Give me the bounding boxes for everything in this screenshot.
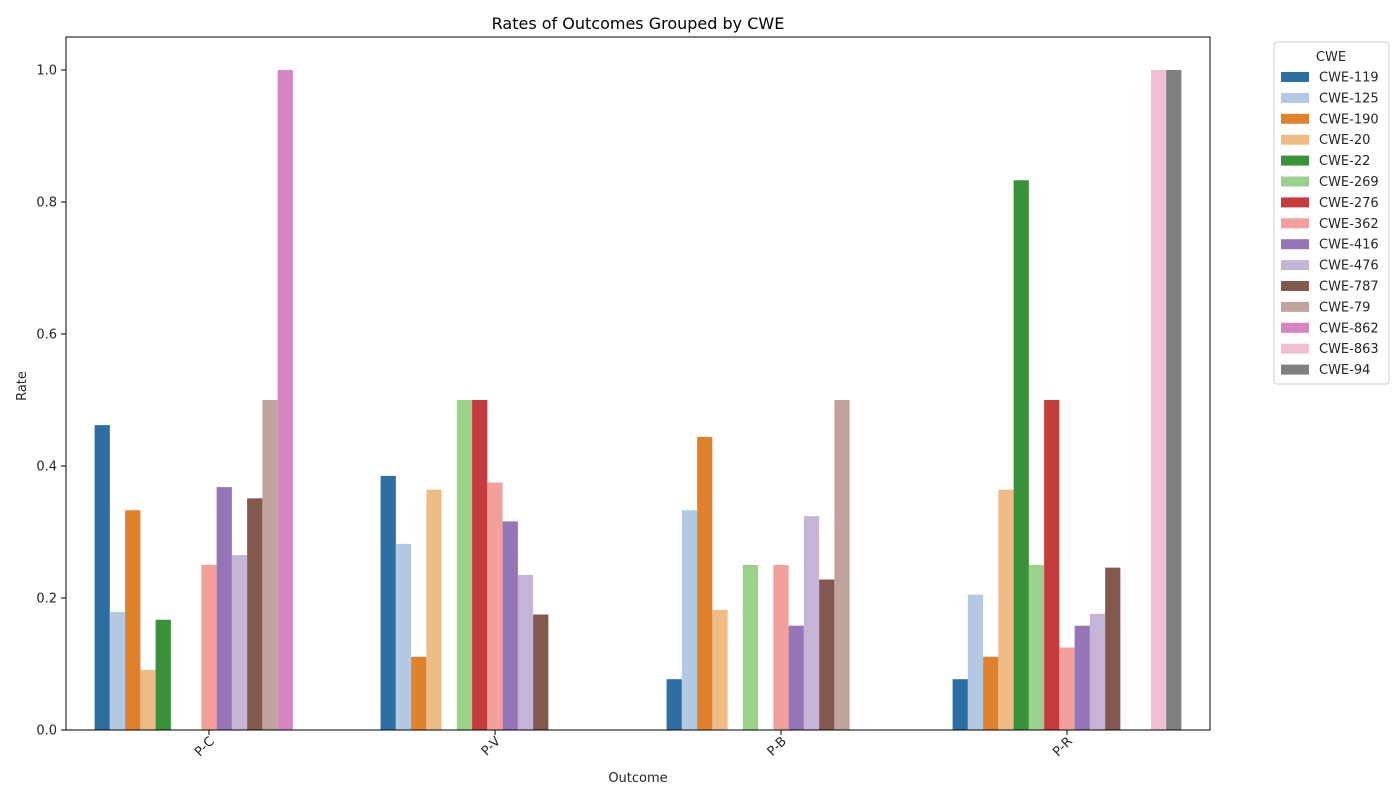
bar-cwe-476-p-v — [517, 574, 534, 730]
legend-frame — [1273, 41, 1390, 385]
y-tick-label: 0.4 — [36, 460, 57, 475]
bar-cwe-125-p-r — [967, 594, 984, 730]
legend-label: CWE-20 — [1319, 133, 1370, 148]
bar-cwe-476-p-r — [1089, 613, 1106, 730]
y-axis: 0.0 0.2 0.4 0.6 0.8 1.0 — [36, 64, 66, 739]
bar-cwe-362-p-r — [1059, 647, 1075, 730]
bar-cwe-20-p-c — [140, 669, 156, 730]
bar-cwe-362-p-v — [487, 482, 503, 730]
bar-cwe-863-p-r — [1150, 70, 1167, 730]
bar-cwe-276-p-v — [472, 400, 488, 730]
bar-cwe-476-p-b — [803, 516, 820, 730]
chart-title: Rates of Outcomes Grouped by CWE — [492, 14, 785, 33]
bar-cwe-276-p-r — [1044, 400, 1060, 730]
bar-cwe-269-p-r — [1028, 565, 1045, 730]
bar-cwe-787-p-b — [819, 579, 835, 730]
y-tick-label: 1.0 — [36, 64, 57, 79]
legend-swatch — [1281, 239, 1309, 250]
bar-cwe-119-p-b — [666, 679, 682, 730]
legend-swatch — [1281, 155, 1309, 166]
bar-cwe-22-p-c — [155, 619, 171, 730]
bar-cwe-190-p-c — [125, 510, 141, 730]
bar-cwe-269-p-b — [742, 565, 759, 730]
bar-cwe-119-p-c — [94, 425, 110, 730]
bar-cwe-94-p-r — [1166, 70, 1182, 730]
legend-label: CWE-416 — [1319, 238, 1379, 253]
legend-label: CWE-22 — [1319, 154, 1370, 169]
legend-label: CWE-362 — [1319, 217, 1379, 232]
bar-cwe-119-p-v — [380, 475, 396, 730]
legend-swatch — [1281, 322, 1309, 333]
x-tick-label: P-C — [192, 734, 218, 760]
y-axis-label: Rate — [15, 371, 30, 401]
legend-items: CWE-119 CWE-125 CWE-190 CWE-20 CWE-22 CWE-269… — [1281, 71, 1379, 378]
bar-cwe-190-p-v — [411, 656, 427, 730]
legend-label: CWE-119 — [1319, 71, 1379, 86]
bar-cwe-787-p-v — [533, 614, 549, 730]
legend-swatch — [1281, 72, 1309, 82]
bar-cwe-862-p-c — [277, 70, 293, 730]
bar-cwe-787-p-c — [247, 498, 263, 730]
legend-label: CWE-269 — [1319, 175, 1379, 190]
legend-label: CWE-190 — [1319, 112, 1379, 127]
y-tick-label: 0.6 — [36, 328, 57, 343]
legend-swatch — [1281, 113, 1309, 124]
legend-label: CWE-862 — [1319, 321, 1379, 336]
x-tick-label: P-R — [1050, 734, 1076, 760]
bar-cwe-20-p-v — [426, 489, 442, 730]
legend-swatch — [1281, 364, 1309, 375]
bar-cwe-416-p-c — [216, 487, 232, 730]
bar-cwe-79-p-c — [262, 400, 278, 730]
bar-cwe-362-p-c — [201, 565, 217, 730]
legend-swatch — [1281, 218, 1309, 229]
bar-cwe-20-p-r — [998, 489, 1014, 730]
legend-label: CWE-79 — [1319, 300, 1370, 315]
bar-cwe-125-p-c — [109, 611, 126, 730]
legend-label: CWE-787 — [1319, 280, 1379, 295]
bar-cwe-125-p-b — [681, 510, 698, 730]
legend-swatch — [1281, 260, 1309, 271]
bar-cwe-416-p-r — [1074, 625, 1090, 730]
legend-swatch — [1281, 281, 1309, 291]
bar-cwe-190-p-b — [697, 436, 713, 730]
legend-swatch — [1281, 301, 1309, 312]
legend-swatch — [1281, 176, 1309, 187]
x-axis: P-C P-V P-B P-R — [192, 730, 1076, 760]
legend-label: CWE-863 — [1319, 342, 1379, 357]
x-tick-label: P-B — [765, 734, 790, 759]
legend-swatch — [1281, 343, 1309, 354]
bar-cwe-269-p-v — [456, 400, 473, 730]
y-tick-label: 0.2 — [36, 592, 57, 607]
legend-swatch — [1281, 197, 1309, 208]
bar-cwe-119-p-r — [952, 679, 968, 730]
bar-cwe-125-p-v — [395, 543, 412, 730]
plot-frame — [65, 36, 1211, 731]
bar-cwe-476-p-c — [231, 555, 248, 730]
x-axis-label: Outcome — [608, 771, 667, 786]
bar-cwe-416-p-b — [788, 625, 804, 730]
legend-label: CWE-125 — [1319, 91, 1379, 106]
bar-cwe-79-p-b — [834, 400, 850, 730]
bar-cwe-416-p-v — [502, 521, 518, 730]
y-tick-label: 0.8 — [36, 196, 57, 211]
bar-cwe-20-p-b — [712, 609, 728, 730]
legend-label: CWE-94 — [1319, 363, 1370, 378]
legend-label: CWE-276 — [1319, 196, 1379, 211]
legend-swatch — [1281, 92, 1309, 103]
bar-cwe-190-p-r — [983, 656, 999, 730]
bar-cwe-787-p-r — [1105, 567, 1121, 730]
bars-group — [94, 70, 1182, 731]
bar-cwe-22-p-r — [1013, 180, 1029, 731]
legend-title: CWE — [1316, 50, 1346, 65]
x-tick-label: P-V — [479, 734, 504, 759]
y-tick-label: 0.0 — [36, 724, 57, 739]
legend-swatch — [1281, 134, 1309, 145]
legend: CWE CWE-119CWE-125CWE-190CWE-20CWE-22CWE… — [1273, 41, 1390, 385]
legend-label: CWE-476 — [1319, 259, 1379, 274]
bar-cwe-362-p-b — [773, 565, 789, 730]
